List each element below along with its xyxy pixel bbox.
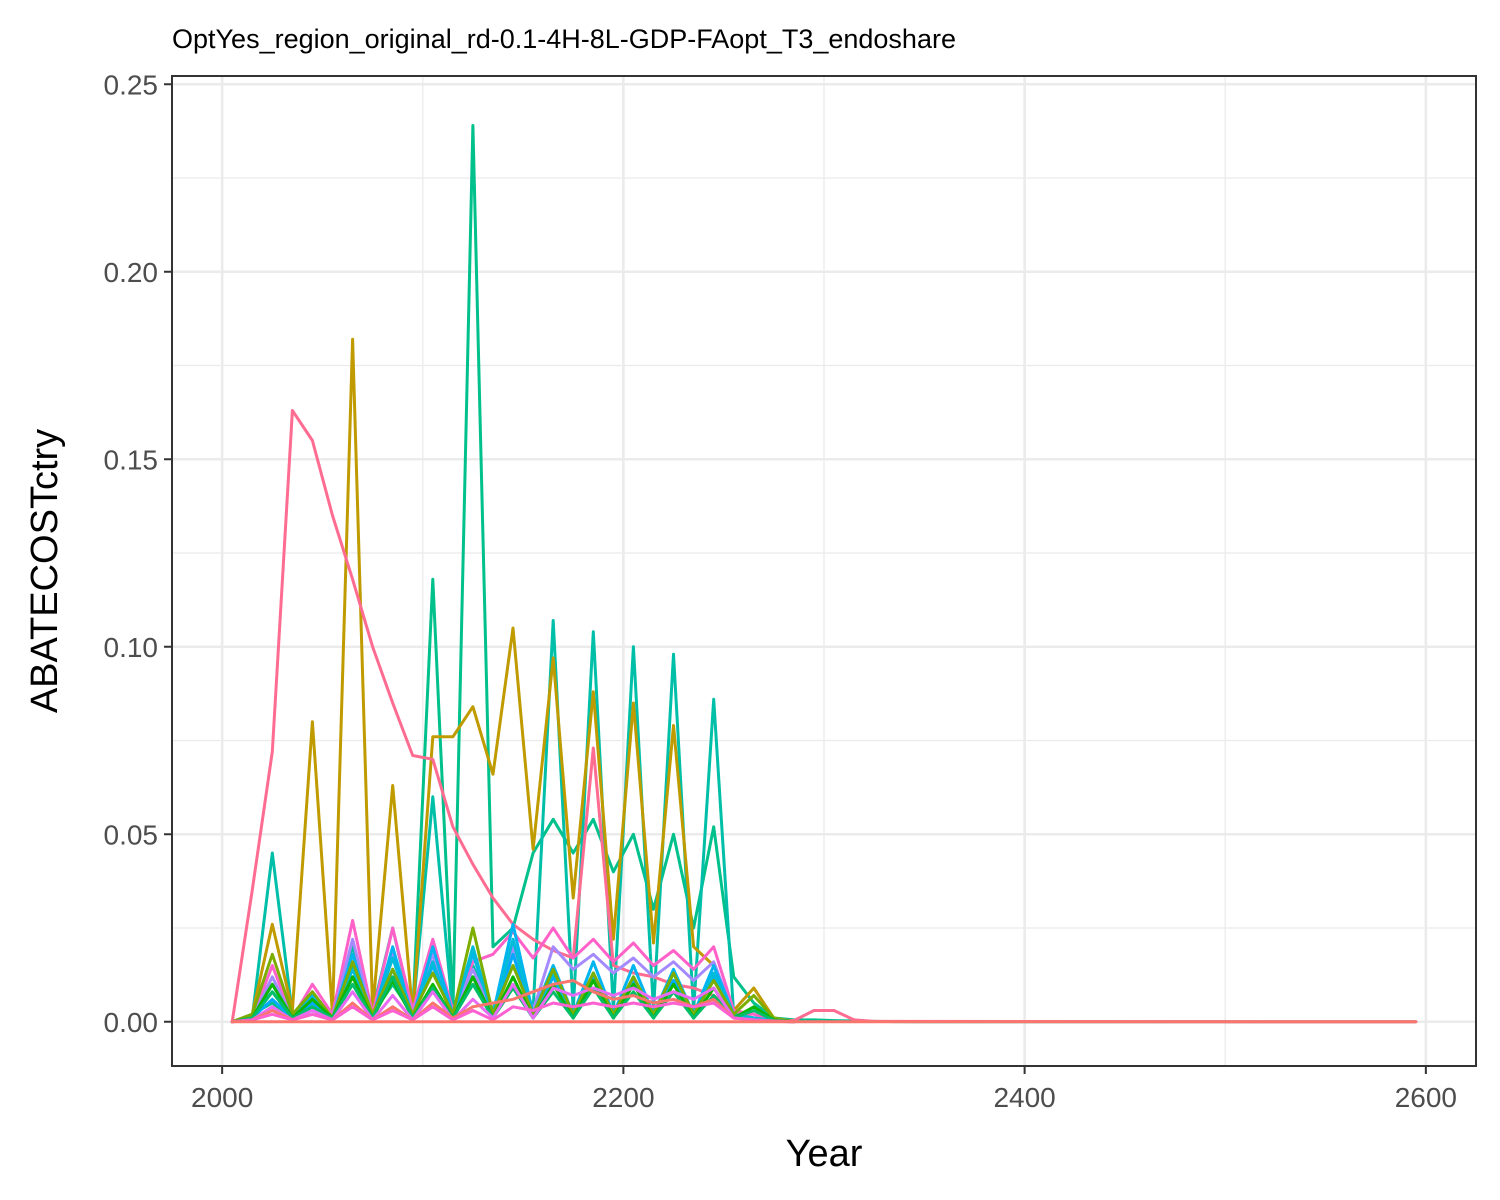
x-tick-label: 2400 bbox=[993, 1082, 1055, 1113]
series-line bbox=[230, 975, 796, 1024]
y-tick-label: 0.05 bbox=[104, 819, 159, 850]
series-lines bbox=[230, 124, 1418, 1024]
series-line bbox=[230, 1001, 796, 1024]
x-tick-label: 2600 bbox=[1395, 1082, 1457, 1113]
y-axis-title: ABATECOSTctry bbox=[24, 429, 66, 713]
y-tick-label: 0.15 bbox=[104, 444, 159, 475]
y-tick-label: 0.10 bbox=[104, 632, 159, 663]
y-tick-label: 0.20 bbox=[104, 257, 159, 288]
chart-title: OptYes_region_original_rd-0.1-4H-8L-GDP-… bbox=[172, 24, 956, 54]
series-line bbox=[230, 975, 796, 1024]
plot-panel bbox=[171, 75, 1477, 1067]
y-tick-label: 0.00 bbox=[104, 1007, 159, 1038]
series-line bbox=[230, 919, 796, 1024]
x-tick-label: 2000 bbox=[191, 1082, 253, 1113]
series-line bbox=[230, 337, 796, 1024]
x-axis-title: Year bbox=[786, 1133, 863, 1175]
y-tick-label: 0.25 bbox=[104, 69, 159, 100]
grid bbox=[172, 76, 1476, 1066]
axis-ticks: 2000 2200 2400 2600 0.00 0.05 0.10 0.15 0.20 0.25 bbox=[104, 69, 1457, 1113]
x-tick-label: 2200 bbox=[592, 1082, 654, 1113]
